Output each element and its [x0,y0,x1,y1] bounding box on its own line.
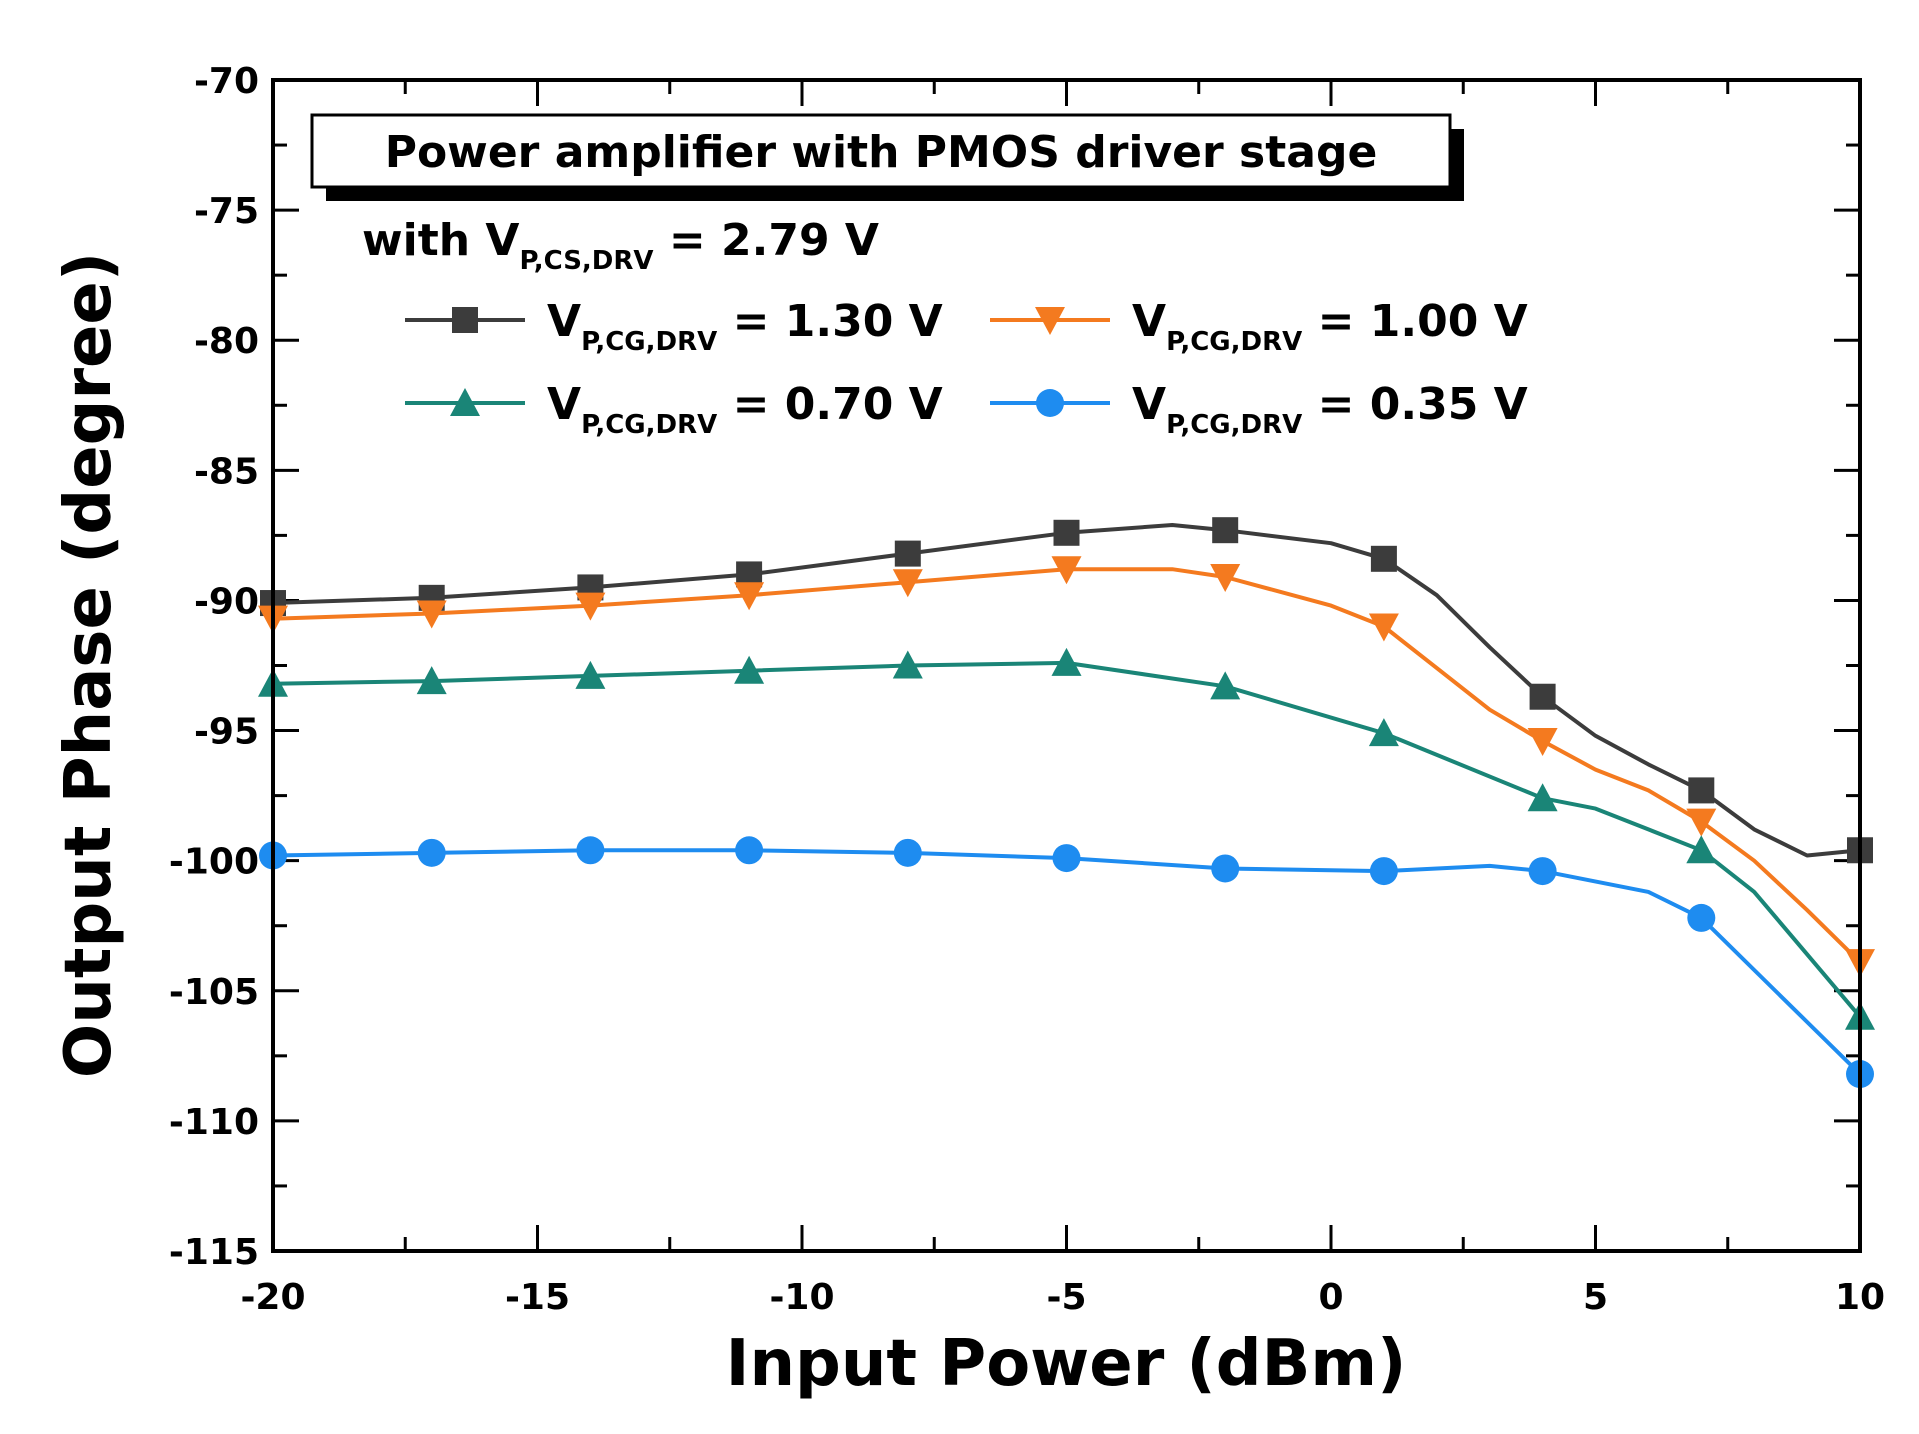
y-tick-label: -80 [194,321,259,362]
series-triangle-up [258,648,1875,1030]
legend-label-main: V [547,296,581,347]
legend-label-value: = 0.70 V [717,379,942,430]
legend-label: VP,CG,DRV = 0.70 V [547,379,943,440]
legend-item: VP,CG,DRV = 0.35 V [990,379,1528,440]
legend: VP,CG,DRV = 1.30 V VP,CG,DRV = 1.00 VVP,C… [405,296,1528,440]
data-point [418,839,446,867]
x-tick-label: -5 [1047,1277,1087,1318]
y-tick-label: -70 [194,61,259,102]
data-point [576,836,604,864]
series-line [273,569,1860,962]
data-point [1054,520,1080,546]
y-tick-label: -100 [169,842,259,883]
chart-subtitle: with VP,CS,DRV = 2.79 V [362,215,879,276]
data-point [1688,777,1714,803]
legend-label: VP,CG,DRV = 1.00 V [1132,296,1528,357]
y-axis-title: Output Phase (degree) [52,252,126,1078]
series-circle [259,836,1874,1088]
series-triangle-down [258,556,1875,977]
chart-title-box: Power amplifier with PMOS driver stage [312,115,1464,201]
series-line [273,663,1860,1017]
y-tick-label: -85 [194,451,259,492]
data-point [1211,854,1239,882]
chart-title: Power amplifier with PMOS driver stage [385,127,1378,178]
subtitle-suffix: = 2.79 V [654,215,879,266]
data-point [1686,809,1716,837]
data-point [1687,904,1715,932]
legend-label-subscript: P,CG,DRV [1166,327,1302,357]
data-point [1528,728,1558,756]
x-tick-label: 5 [1583,1277,1608,1318]
legend-marker [452,307,478,333]
legend-label-subscript: P,CG,DRV [1166,410,1302,440]
data-point [1529,857,1557,885]
y-tick-label: -90 [194,581,259,622]
legend-label-value: = 1.30 V [717,296,942,347]
data-point [895,541,921,567]
data-point [1212,517,1238,543]
legend-label-main: V [1132,379,1166,430]
data-point [735,836,763,864]
data-point [1370,857,1398,885]
x-tick-label: -20 [240,1277,305,1318]
y-tick-label: -75 [194,191,259,232]
y-tick-label: -95 [194,712,259,753]
subtitle-subscript: P,CS,DRV [519,246,653,276]
x-tick-label: 0 [1318,1277,1343,1318]
legend-label-value: = 0.35 V [1302,379,1527,430]
legend-label-main: V [1132,296,1166,347]
legend-label-subscript: P,CG,DRV [581,410,717,440]
series-layer [258,517,1875,1088]
legend-label-value: = 1.00 V [1302,296,1527,347]
legend-label: VP,CG,DRV = 1.30 V [547,296,943,357]
x-tick-label: -10 [769,1277,834,1318]
x-tick-label: 10 [1835,1277,1885,1318]
legend-item: VP,CG,DRV = 1.30 V [405,296,943,357]
data-point [1528,783,1558,811]
legend-marker [1036,389,1064,417]
legend-label-main: V [547,379,581,430]
data-point [1053,844,1081,872]
data-point [1530,684,1556,710]
legend-label-subscript: P,CG,DRV [581,327,717,357]
y-tick-label: -110 [169,1102,259,1143]
data-point [1371,546,1397,572]
x-axis-title: Input Power (dBm) [726,1327,1407,1401]
subtitle-prefix: with V [362,215,519,266]
legend-item: VP,CG,DRV = 0.70 V [405,379,943,440]
legend-item: VP,CG,DRV = 1.00 V [990,296,1528,357]
x-tick-label: -15 [505,1277,570,1318]
legend-label: VP,CG,DRV = 0.35 V [1132,379,1528,440]
series-line [273,850,1860,1074]
y-tick-label: -115 [169,1232,259,1273]
y-tick-label: -105 [169,972,259,1013]
chart: -20 -15 -10 -5 0 5 10 -70 -75 -80 -85 -90 -95 -100 -10… [0,0,1919,1434]
data-point [1686,835,1716,863]
data-point [894,839,922,867]
